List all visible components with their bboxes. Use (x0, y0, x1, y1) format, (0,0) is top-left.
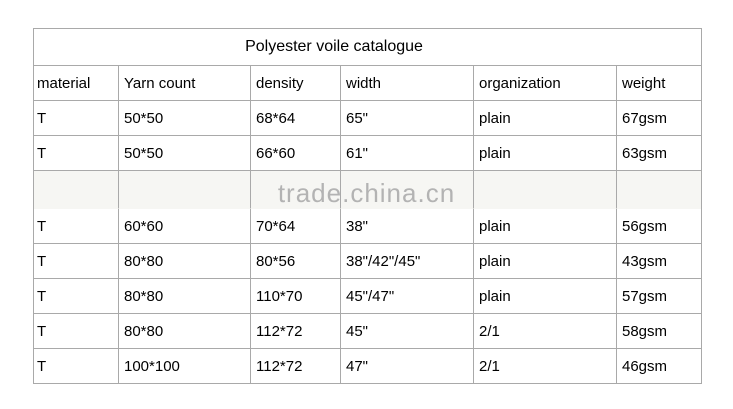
cell-yarn-count: 60*60 (119, 209, 251, 244)
col-header-organization: organization (474, 66, 617, 101)
cell-organization: plain (474, 209, 617, 244)
col-header-material: material (34, 66, 119, 101)
cell-material: T (34, 136, 119, 171)
cell-width: 45"/47" (341, 279, 474, 314)
cell-density: 110*70 (251, 279, 341, 314)
cell-organization: plain (474, 136, 617, 171)
cell-yarn-count: 80*80 (119, 279, 251, 314)
title-row: Polyester voile catalogue (34, 29, 702, 66)
table-row: T 80*80 80*56 38"/42"/45" plain 43gsm (34, 244, 702, 279)
cell-width: 61" (341, 136, 474, 171)
cell-width: 38" (341, 209, 474, 244)
table-row: T 100*100 112*72 47" 2/1 46gsm (34, 349, 701, 383)
cell-material: T (34, 209, 119, 244)
cell-width: 47" (341, 349, 474, 383)
table-row: T 80*80 112*72 45" 2/1 58gsm (34, 314, 702, 349)
cell-width: 65" (341, 101, 474, 136)
cell-yarn-count: 80*80 (119, 244, 251, 279)
cell-material: T (34, 314, 119, 349)
col-header-density: density (251, 66, 341, 101)
cell-density: 66*60 (251, 136, 341, 171)
cell-yarn-count: 100*100 (119, 349, 251, 383)
cell-organization: plain (474, 279, 617, 314)
cell-weight: 43gsm (617, 244, 702, 279)
cell-organization: plain (474, 244, 617, 279)
col-header-width: width (341, 66, 474, 101)
table-title: Polyester voile catalogue (34, 29, 702, 66)
cell-density: 80*56 (251, 244, 341, 279)
cell-weight: 67gsm (617, 101, 702, 136)
cell-material: T (34, 279, 119, 314)
cell-width: 38"/42"/45" (341, 244, 474, 279)
col-header-weight: weight (617, 66, 702, 101)
table-row: T 50*50 66*60 61" plain 63gsm (34, 136, 702, 171)
cell-material: T (34, 101, 119, 136)
cell-weight: 57gsm (617, 279, 702, 314)
cell-density: 70*64 (251, 209, 341, 244)
cell-weight: 46gsm (622, 357, 668, 375)
table-row: T 60*60 70*64 38" plain 56gsm (34, 209, 702, 244)
cell-weight: 58gsm (617, 314, 702, 349)
cell-density: 112*72 (251, 314, 341, 349)
cell-weight: 56gsm (617, 209, 702, 244)
cell-density: 68*64 (251, 101, 341, 136)
cell-material: T (34, 349, 119, 383)
cell-density: 112*72 (251, 349, 341, 383)
table-row: T 50*50 68*64 65" plain 67gsm (34, 101, 702, 136)
table-row: T 80*80 110*70 45"/47" plain 57gsm (34, 279, 702, 314)
watermark-band-row (34, 171, 702, 209)
cell-yarn-count: 50*50 (119, 101, 251, 136)
cell-yarn-count: 50*50 (119, 136, 251, 171)
cell-organization: plain (474, 101, 617, 136)
cell-organization: 2/1 (474, 314, 617, 349)
cell-organization: 2/1 (474, 349, 617, 383)
catalogue-table: Polyester voile catalogue material Yarn … (33, 28, 703, 384)
cell-yarn-count: 80*80 (119, 314, 251, 349)
cell-weight: 63gsm (617, 136, 702, 171)
cell-material: T (34, 244, 119, 279)
header-row: material Yarn count density width organi… (34, 66, 702, 101)
col-header-yarn-count: Yarn count (119, 66, 251, 101)
cell-width: 45" (341, 314, 474, 349)
